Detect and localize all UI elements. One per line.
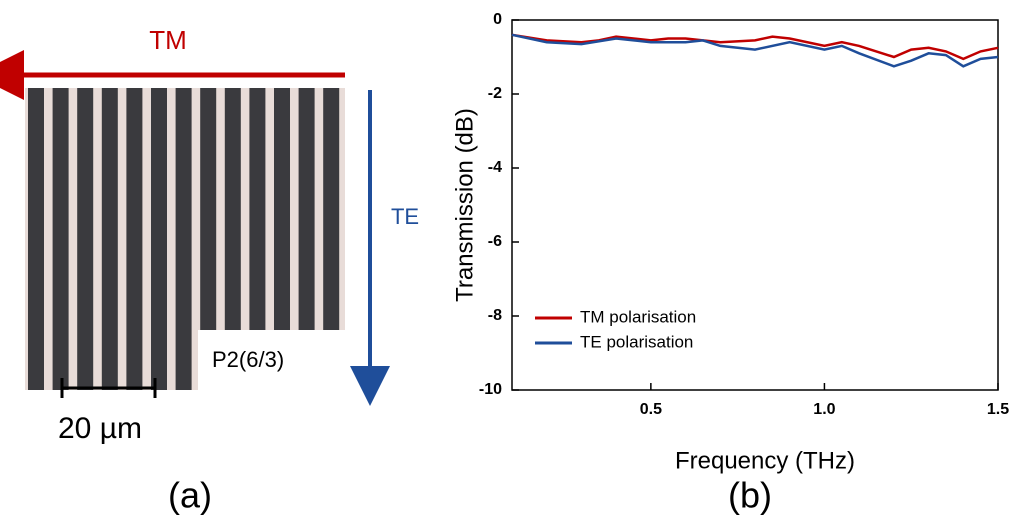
panel-caption: (b): [728, 475, 772, 516]
stripe: [175, 88, 192, 390]
tm-label: TM: [149, 25, 187, 55]
panel-caption: (a): [168, 475, 212, 516]
y-tick-label: 0: [493, 11, 502, 28]
stripe: [28, 88, 44, 390]
stripe: [249, 88, 266, 390]
stripe: [101, 88, 118, 390]
stripe: [77, 88, 94, 390]
y-tick-label: -8: [488, 307, 502, 324]
x-tick-label: 1.5: [987, 401, 1009, 418]
stripe: [298, 88, 315, 390]
x-tick-label: 0.5: [640, 401, 662, 418]
y-axis-label: Transmission (dB): [451, 108, 478, 302]
stripe: [200, 88, 217, 390]
legend-label: TE polarisation: [580, 332, 693, 351]
plot-frame: [511, 19, 999, 391]
y-tick-label: -6: [488, 233, 502, 250]
x-tick-label: 1.0: [813, 401, 835, 418]
sample-label-box: [198, 330, 345, 390]
sample-label: P2(6/3): [212, 347, 284, 372]
legend-label: TM polarisation: [580, 307, 696, 326]
series-line: [511, 33, 999, 61]
stripe: [274, 88, 290, 390]
y-tick-label: -2: [488, 85, 502, 102]
scale-bar-label: 20 µm: [58, 412, 142, 445]
stripe: [52, 88, 69, 390]
series-line: [511, 33, 999, 68]
y-tick-label: -4: [488, 159, 502, 176]
stripe: [224, 88, 241, 390]
stripe: [323, 88, 340, 390]
panel-b: Transmission (dB) Frequency (THz) (b) 0 -…: [451, 11, 1009, 515]
y-tick-label: -10: [479, 381, 502, 398]
te-label: TE: [391, 204, 419, 229]
stripes: [28, 88, 340, 390]
stripe: [151, 88, 167, 390]
stripe: [126, 88, 143, 390]
panel-a: TM TE P2(6/3) 20 µm (a): [0, 25, 419, 516]
x-axis-label: Frequency (THz): [675, 447, 855, 474]
